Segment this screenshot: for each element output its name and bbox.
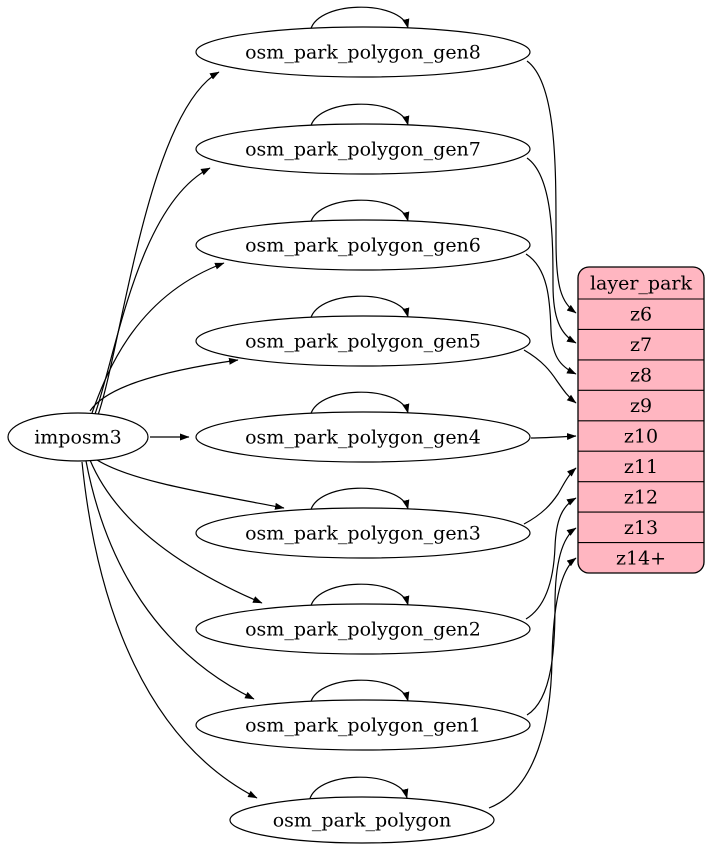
node-label-osm_park_polygon_gen1: osm_park_polygon_gen1 (245, 715, 481, 737)
node-ellipse-osm_park_polygon_gen7 (195, 123, 531, 175)
layer-park-row-z10: z10 (624, 426, 658, 448)
node-label-osm_park_polygon_gen5: osm_park_polygon_gen5 (245, 331, 481, 353)
edge-osm_park_polygon_gen6-to-z8 (525, 253, 577, 375)
node-osm_park_polygon_gen1: osm_park_polygon_gen1 (195, 699, 531, 751)
edge-self-loop-osm_park_polygon_gen5 (309, 295, 410, 323)
node-osm_park_polygon_gen6: osm_park_polygon_gen6 (195, 219, 531, 271)
node-ellipse-osm_park_polygon (229, 796, 495, 844)
node-label-osm_park_polygon_gen2: osm_park_polygon_gen2 (245, 619, 481, 641)
node-osm_park_polygon_gen8: osm_park_polygon_gen8 (195, 26, 531, 78)
node-ellipse-osm_park_polygon_gen3 (195, 507, 531, 559)
node-ellipse-osm_park_polygon_gen8 (195, 26, 531, 78)
edge-self-loop-osm_park_polygon_gen2 (309, 583, 410, 611)
layer-park-row-z7: z7 (630, 334, 652, 356)
node-osm_park_polygon_gen4: osm_park_polygon_gen4 (195, 411, 531, 463)
node-osm_park_polygon_gen5: osm_park_polygon_gen5 (195, 315, 531, 367)
node-imposm3: imposm3 (7, 412, 149, 462)
node-label-osm_park_polygon_gen4: osm_park_polygon_gen4 (245, 427, 481, 449)
node-label-osm_park_polygon_gen3: osm_park_polygon_gen3 (245, 523, 481, 545)
edge-osm_park_polygon-to-z14+ (488, 557, 577, 809)
edge-imposm3-to-osm_park_polygon_gen7 (94, 167, 211, 415)
node-ellipse-osm_park_polygon_gen4 (195, 411, 531, 463)
edge-imposm3-to-osm_park_polygon (81, 461, 258, 799)
layer-park-row-z8: z8 (630, 365, 652, 387)
nodes-layer: osm_park_polygon_gen8 osm_park_polygon_ge… (7, 26, 531, 844)
layer-park-row-z13: z13 (624, 517, 658, 539)
node-label-osm_park_polygon_gen7: osm_park_polygon_gen7 (245, 139, 481, 161)
node-osm_park_polygon_gen2: osm_park_polygon_gen2 (195, 603, 531, 655)
edge-osm_park_polygon_gen7-to-z7 (526, 157, 577, 344)
node-label-imposm3: imposm3 (34, 427, 122, 449)
edge-self-loop-osm_park_polygon_gen1 (309, 679, 410, 707)
layer-park-outline (577, 266, 705, 574)
edge-self-loop-osm_park_polygon_gen3 (309, 487, 410, 515)
layer-park-row-z11: z11 (624, 456, 658, 478)
edge-imposm3-to-osm_park_polygon_gen1 (85, 460, 255, 700)
edge-imposm3-to-osm_park_polygon_gen6 (91, 262, 225, 414)
layer-park-row-z6: z6 (630, 304, 652, 326)
edge-osm_park_polygon_gen8-to-z6 (526, 60, 577, 314)
layer-park-row-z14+: z14+ (616, 547, 666, 569)
layer-park-row-z9: z9 (630, 395, 652, 417)
node-ellipse-osm_park_polygon_gen2 (195, 603, 531, 655)
edge-osm_park_polygon_gen3-to-z11 (523, 467, 577, 525)
edge-imposm3-to-osm_park_polygon_gen5 (89, 357, 239, 412)
layer-park-row-z12: z12 (624, 486, 658, 508)
node-ellipse-osm_park_polygon_gen1 (195, 699, 531, 751)
layer-park-record: layer_park z6 z7 z8 z9 z10 z11 z12 z13 z14+ (577, 266, 705, 574)
node-ellipse-osm_park_polygon_gen6 (195, 219, 531, 271)
edge-imposm3-to-osm_park_polygon_gen2 (89, 459, 263, 604)
node-osm_park_polygon: osm_park_polygon (229, 796, 495, 844)
node-label-osm_park_polygon: osm_park_polygon (273, 810, 452, 832)
node-ellipse-imposm3 (7, 412, 149, 462)
edge-osm_park_polygon_gen4-to-z10 (530, 433, 577, 441)
edge-self-loop-osm_park_polygon (308, 776, 409, 804)
edges-layer (81, 6, 577, 809)
edge-osm_park_polygon_gen5-to-z9 (523, 349, 577, 404)
edge-osm_park_polygon_gen1-to-z13 (526, 527, 577, 716)
edge-imposm3-to-osm_park_polygon_gen3 (93, 457, 285, 510)
edge-self-loop-osm_park_polygon_gen7 (309, 103, 410, 131)
node-label-osm_park_polygon_gen8: osm_park_polygon_gen8 (245, 42, 481, 64)
node-ellipse-osm_park_polygon_gen5 (195, 315, 531, 367)
node-label-osm_park_polygon_gen6: osm_park_polygon_gen6 (245, 235, 481, 257)
edge-self-loop-osm_park_polygon_gen4 (309, 391, 410, 419)
node-osm_park_polygon_gen3: osm_park_polygon_gen3 (195, 507, 531, 559)
edge-self-loop-osm_park_polygon_gen6 (309, 199, 410, 227)
layer-park-title: layer_park (590, 273, 693, 295)
edge-self-loop-osm_park_polygon_gen8 (309, 6, 410, 34)
edge-imposm3-to-osm_park_polygon_gen8 (97, 71, 220, 416)
edge-osm_park_polygon_gen2-to-z12 (525, 497, 577, 620)
node-osm_park_polygon_gen7: osm_park_polygon_gen7 (195, 123, 531, 175)
